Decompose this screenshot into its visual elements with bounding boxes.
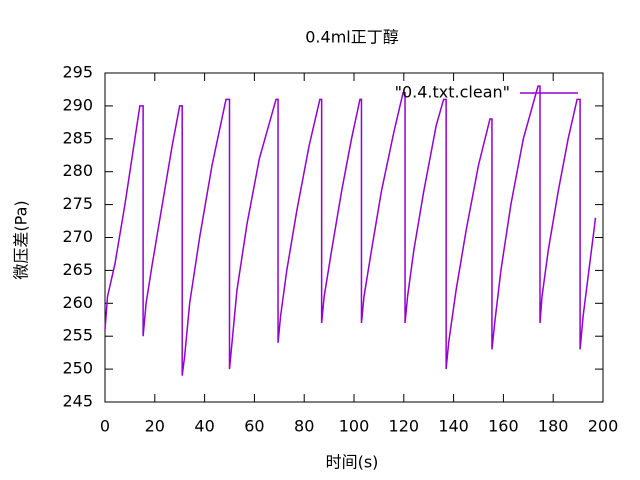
x-tick-label: 120 [389,417,420,436]
y-tick-label: 270 [62,227,93,246]
y-tick-label: 250 [62,359,93,378]
y-tick-label: 295 [62,63,93,82]
chart-title: 0.4ml正丁醇 [305,28,398,47]
x-tick-label: 160 [488,417,519,436]
y-tick-label: 260 [62,293,93,312]
x-tick-label: 0 [100,417,110,436]
y-tick-label: 280 [62,161,93,180]
x-tick-label: 100 [339,417,370,436]
x-tick-label: 40 [194,417,214,436]
x-tick-label: 20 [145,417,165,436]
y-tick-label: 290 [62,95,93,114]
x-tick-label: 60 [244,417,264,436]
y-tick-label: 255 [62,326,93,345]
x-tick-label: 140 [438,417,469,436]
y-tick-label: 275 [62,194,93,213]
x-tick-label: 180 [538,417,569,436]
y-tick-label: 265 [62,260,93,279]
x-axis-label: 时间(s) [326,453,379,472]
x-tick-label: 80 [294,417,314,436]
data-line [104,85,597,376]
legend-label: "0.4.txt.clean" [395,83,510,102]
y-tick-label: 285 [62,128,93,147]
y-tick-label: 245 [62,392,93,411]
y-axis-label: 微压差(Pa) [12,200,31,279]
x-tick-label: 200 [588,417,619,436]
